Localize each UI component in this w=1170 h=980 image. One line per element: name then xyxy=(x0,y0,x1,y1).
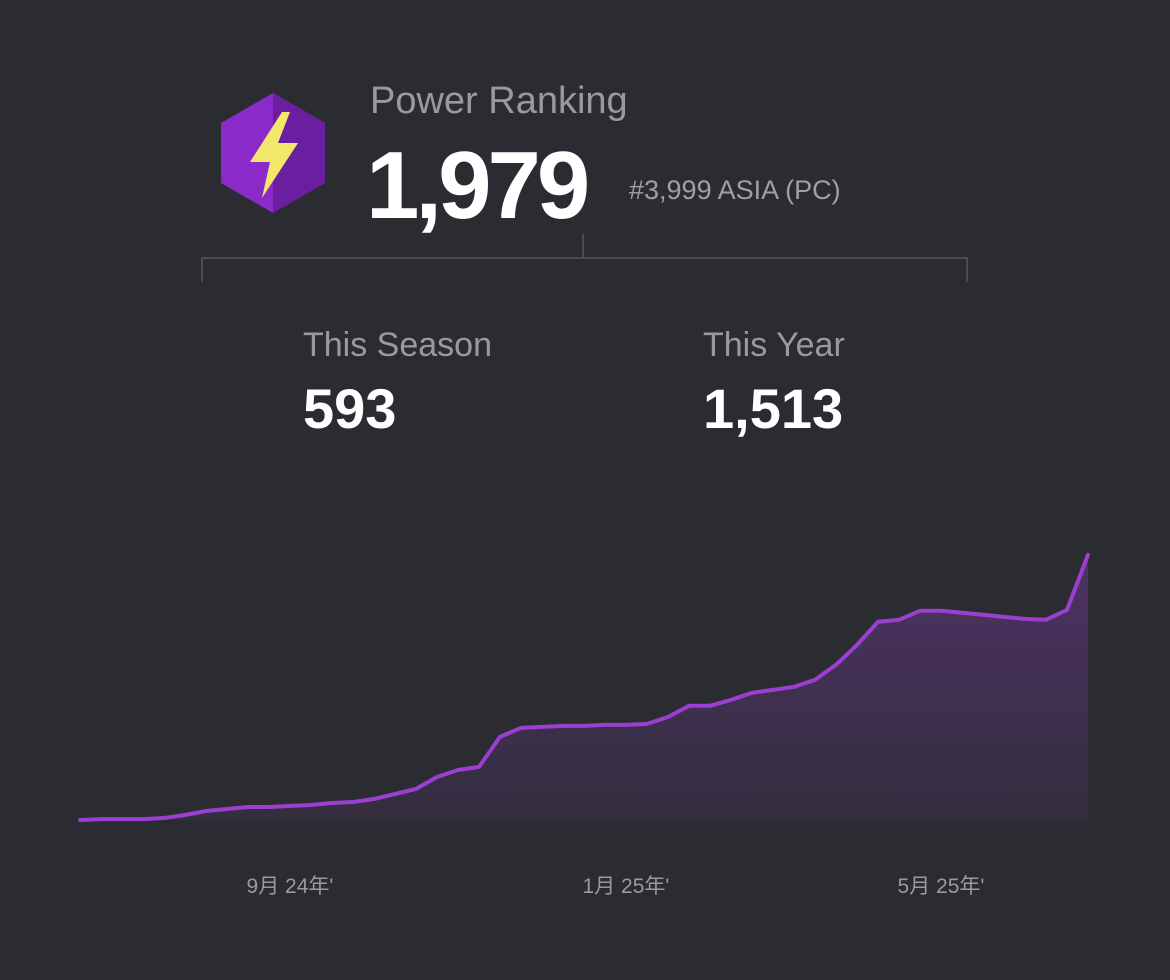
stat-label: This Season xyxy=(303,326,492,364)
stat-value: 1,513 xyxy=(703,377,843,440)
stat-label: This Year xyxy=(703,326,845,364)
area xyxy=(80,554,1088,820)
title: Power Ranking xyxy=(370,80,628,122)
x-tick-label: 1月 25年' xyxy=(583,875,670,898)
stat-value: 593 xyxy=(303,377,396,440)
bracket xyxy=(201,234,968,282)
x-tick-label: 5月 25年' xyxy=(898,875,985,898)
x-tick-label: 9月 24年' xyxy=(247,875,334,898)
rank: #3,999 ASIA (PC) xyxy=(629,175,841,205)
score: 1,979 xyxy=(366,132,587,239)
line xyxy=(78,552,1090,822)
rank-icon xyxy=(221,93,325,213)
